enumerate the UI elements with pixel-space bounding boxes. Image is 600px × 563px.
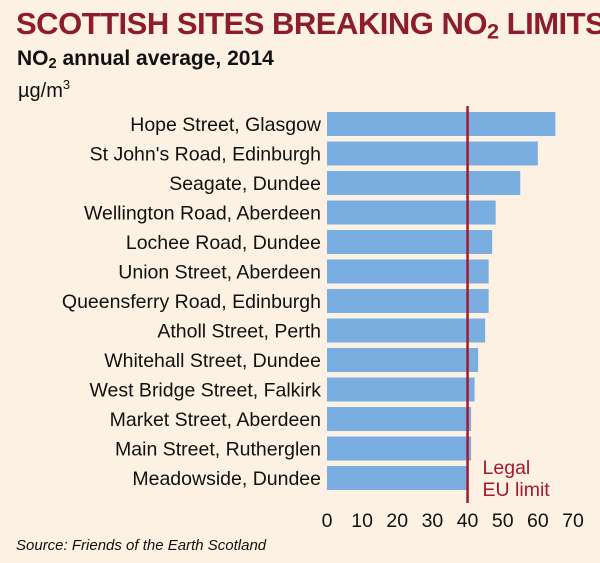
category-label-3: Wellington Road, Aberdeen	[84, 203, 321, 225]
bar-2	[327, 171, 521, 195]
bar-8	[327, 348, 479, 372]
category-label-1: St John's Road, Edinburgh	[90, 144, 321, 166]
bar-0	[327, 112, 556, 136]
category-label-6: Queensferry Road, Edinburgh	[62, 291, 321, 313]
category-label-4: Lochee Road, Dundee	[126, 232, 321, 254]
category-label-5: Union Street, Aberdeen	[118, 262, 321, 284]
x-tick-label-0: 0	[322, 510, 333, 532]
category-labels-layer: Hope Street, Glasgow St John's Road, Edin…	[62, 114, 322, 490]
eu-limit-label-0: Legal	[483, 457, 531, 479]
bar-5	[327, 259, 489, 284]
x-tick-label-1: 10	[351, 510, 373, 532]
x-tick-label-3: 30	[422, 510, 444, 532]
bar-7	[327, 318, 486, 343]
source-note: Source: Friends of the Earth Scotland	[16, 537, 267, 554]
bars-layer	[327, 112, 556, 490]
category-label-0: Hope Street, Glasgow	[130, 114, 322, 136]
bar-4	[327, 230, 493, 254]
category-label-9: West Bridge Street, Falkirk	[89, 380, 321, 402]
x-tick-label-4: 40	[457, 510, 479, 532]
bar-6	[327, 289, 489, 313]
eu-limit-label-1: EU limit	[483, 479, 551, 501]
bar-11	[327, 436, 472, 461]
x-tick-label-6: 60	[527, 510, 549, 532]
chart-title: SCOTTISH SITES BREAKING NO2 LIMITS	[16, 6, 600, 44]
category-label-11: Main Street, Rutherglen	[115, 439, 321, 461]
bar-9	[327, 377, 475, 402]
bar-1	[327, 141, 538, 166]
bar-12	[327, 466, 468, 490]
x-tick-label-2: 20	[386, 510, 408, 532]
x-tick-label-7: 70	[562, 510, 584, 532]
chart-subtitle: NO2 annual average, 2014	[17, 47, 274, 72]
category-label-7: Atholl Street, Perth	[157, 321, 321, 343]
bar-10	[327, 407, 472, 431]
category-label-8: Whitehall Street, Dundee	[104, 350, 321, 372]
bar-3	[327, 200, 496, 225]
x-tick-label-5: 50	[492, 510, 514, 532]
x-axis: 0 10 20 30 40 50 60 70	[322, 510, 584, 532]
category-label-2: Seagate, Dundee	[169, 173, 321, 195]
category-label-10: Market Street, Aberdeen	[110, 409, 321, 431]
category-label-12: Meadowside, Dundee	[132, 468, 321, 490]
unit-label: µg/m3	[18, 77, 71, 102]
